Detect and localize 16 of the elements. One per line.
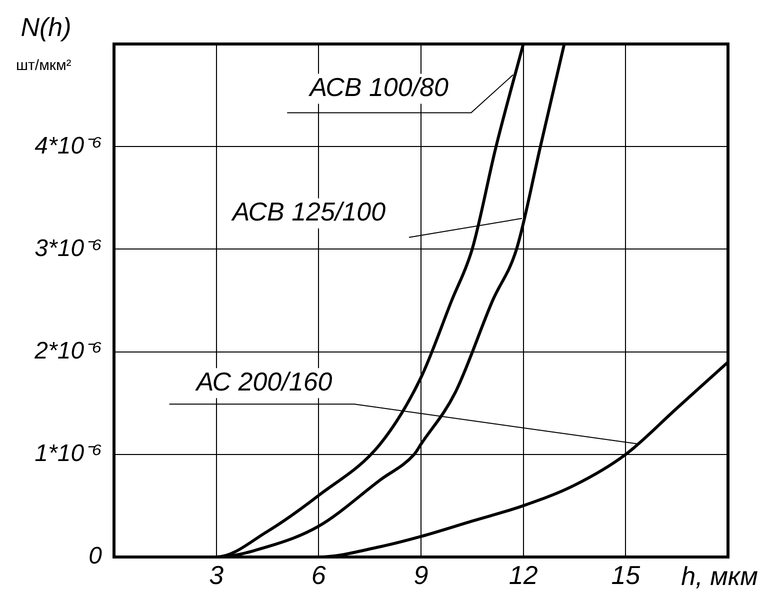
y-tick-label: 0	[88, 542, 103, 570]
x-tick-label: 9	[414, 560, 428, 590]
text: шт/мкм²	[16, 57, 72, 74]
annotation: АС 200/160	[194, 366, 333, 396]
annotation: АСВ 100/80	[308, 72, 450, 102]
y-tick-label: 3*10⁻⁶	[34, 234, 102, 262]
x-axis-title: h, мкм	[681, 561, 758, 592]
y-axis-title: N(h)	[20, 12, 72, 42]
x-tick-label: 6	[311, 560, 326, 590]
y-tick-label: 2*10⁻⁶	[34, 337, 102, 364]
y-tick-label: 4*10⁻⁶	[34, 132, 102, 160]
x-tick-label: 15	[611, 560, 641, 590]
x-tick-label: 3	[209, 560, 224, 590]
y-tick-label: 1*10⁻⁶	[34, 440, 102, 468]
x-tick-label: 12	[508, 560, 538, 590]
annotation: АСВ 125/100	[230, 196, 386, 227]
